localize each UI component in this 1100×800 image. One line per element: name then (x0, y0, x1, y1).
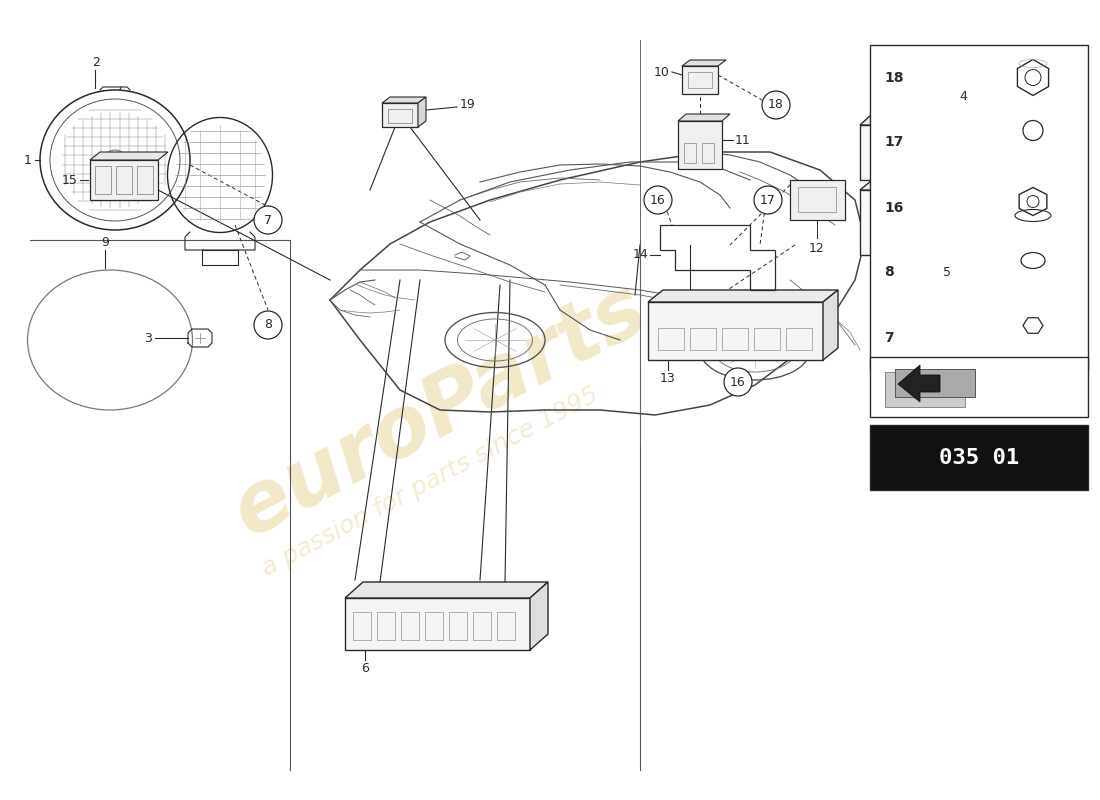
Circle shape (254, 206, 282, 234)
Bar (402, 612, 419, 640)
Bar (353, 612, 371, 640)
Bar (95, 166, 111, 194)
Bar (648, 302, 823, 360)
Bar (690, 328, 716, 350)
Polygon shape (648, 290, 838, 302)
Text: 18: 18 (884, 70, 903, 85)
Bar (688, 72, 712, 88)
Polygon shape (530, 582, 548, 650)
Text: 15: 15 (62, 174, 78, 186)
Text: 8: 8 (884, 266, 893, 279)
Circle shape (762, 91, 790, 119)
Text: 4: 4 (959, 90, 967, 103)
Text: 14: 14 (632, 249, 648, 262)
Bar (895, 369, 975, 397)
Text: 7: 7 (264, 214, 272, 226)
Bar (870, 425, 1088, 490)
Circle shape (1025, 70, 1041, 86)
Bar (980, 145, 1025, 175)
Polygon shape (382, 97, 426, 103)
Polygon shape (823, 290, 838, 360)
Bar (684, 143, 696, 163)
Polygon shape (90, 152, 168, 160)
Text: 17: 17 (760, 194, 775, 206)
Bar (678, 121, 722, 169)
Text: 5: 5 (944, 266, 952, 279)
Polygon shape (1035, 172, 1057, 255)
Bar (798, 187, 836, 212)
Bar (905, 217, 1015, 247)
Bar (382, 103, 418, 127)
Bar (377, 612, 395, 640)
Circle shape (754, 186, 782, 214)
Text: 16: 16 (650, 194, 666, 206)
Polygon shape (345, 582, 548, 598)
Bar (870, 45, 1088, 370)
Text: a passion for parts since 1995: a passion for parts since 1995 (257, 382, 603, 582)
Bar (473, 612, 491, 640)
Text: 3: 3 (144, 331, 152, 345)
Circle shape (1027, 195, 1040, 207)
Text: 18: 18 (768, 98, 784, 111)
Polygon shape (860, 105, 1057, 125)
Circle shape (254, 311, 282, 339)
Text: 12: 12 (810, 242, 825, 254)
Text: 1: 1 (24, 154, 32, 166)
Text: 17: 17 (884, 135, 903, 150)
Text: 7: 7 (884, 330, 893, 345)
Text: 8: 8 (264, 318, 272, 331)
Bar (388, 109, 412, 123)
Text: 13: 13 (660, 371, 675, 385)
Text: 10: 10 (654, 66, 670, 78)
Bar (722, 328, 748, 350)
Bar (116, 166, 132, 194)
Text: 035 01: 035 01 (939, 447, 1019, 467)
Bar (786, 328, 812, 350)
Bar (870, 357, 1088, 417)
Text: 19: 19 (460, 98, 475, 111)
Polygon shape (418, 97, 426, 127)
Text: 6: 6 (361, 662, 368, 674)
Bar (790, 180, 845, 220)
Bar (658, 328, 684, 350)
Text: 11: 11 (735, 134, 750, 146)
Bar (425, 612, 443, 640)
Polygon shape (682, 60, 726, 66)
Text: 2: 2 (92, 55, 100, 69)
Bar (860, 190, 1035, 255)
Bar (860, 125, 1035, 180)
Bar (90, 160, 158, 200)
Bar (345, 598, 530, 650)
Polygon shape (1035, 105, 1057, 180)
Circle shape (644, 186, 672, 214)
Circle shape (724, 368, 752, 396)
Bar (754, 328, 780, 350)
Bar (886, 372, 965, 407)
Bar (702, 143, 714, 163)
Text: 9: 9 (101, 235, 109, 249)
Bar (449, 612, 468, 640)
Polygon shape (898, 365, 940, 402)
Bar (138, 166, 153, 194)
Bar (682, 66, 718, 94)
Polygon shape (678, 114, 730, 121)
Text: 16: 16 (730, 375, 746, 389)
Text: 16: 16 (884, 201, 903, 214)
Bar (497, 612, 515, 640)
Text: euroParts: euroParts (219, 267, 661, 553)
Polygon shape (860, 172, 1057, 190)
